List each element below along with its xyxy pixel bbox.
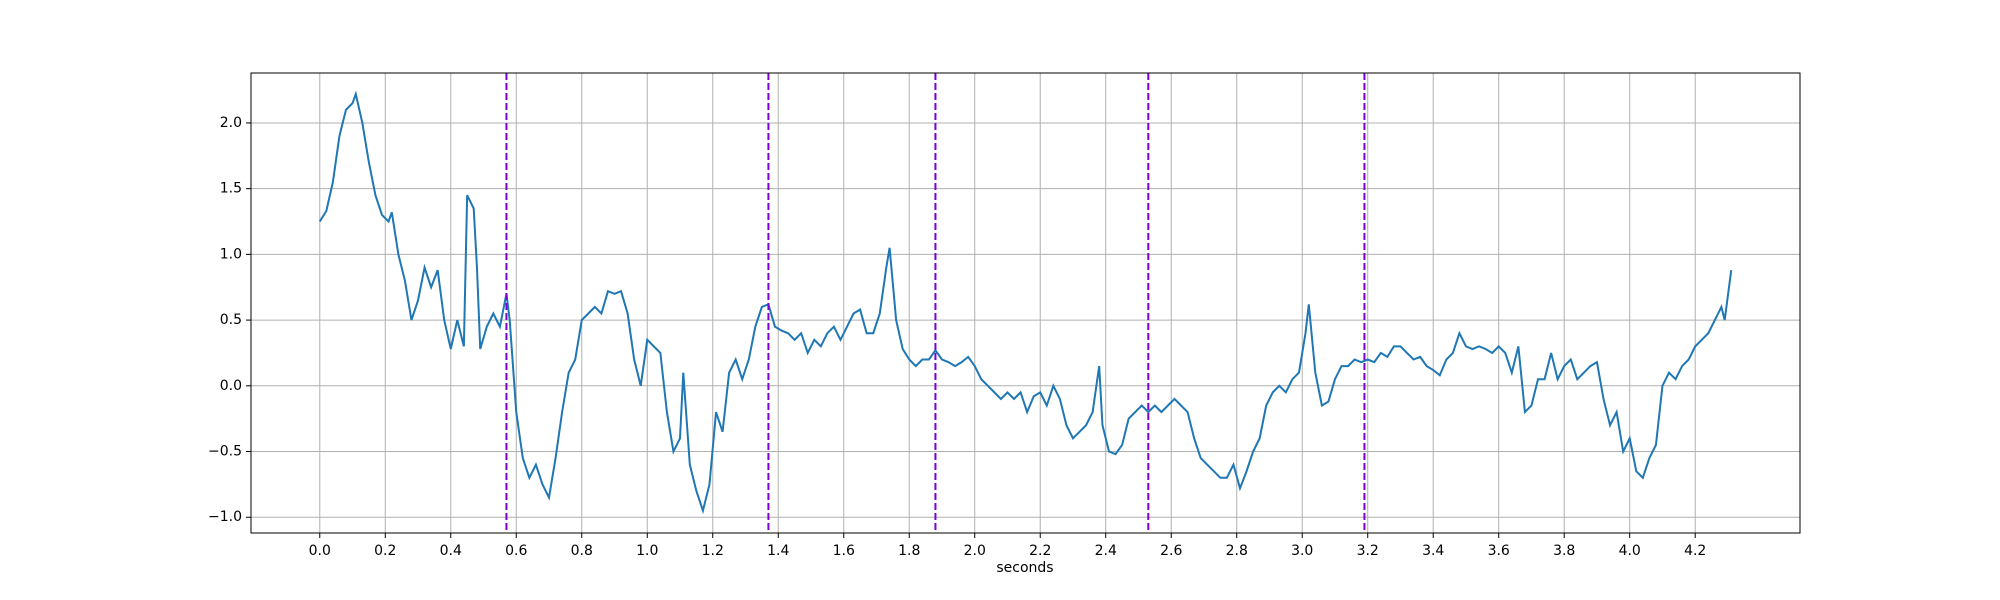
x-tick-label: 1.8 [898, 543, 920, 559]
y-tick-label: 1.0 [220, 246, 242, 262]
x-tick-label: 4.2 [1684, 543, 1706, 559]
y-tick-label: 0.0 [220, 378, 242, 394]
x-axis-label: seconds [996, 560, 1053, 576]
x-tick-label: 3.2 [1357, 543, 1379, 559]
x-tick-label: 2.2 [1029, 543, 1051, 559]
x-tick-label: 3.6 [1488, 543, 1510, 559]
y-tick-label: −1.0 [208, 509, 242, 525]
x-tick-label: 3.4 [1422, 543, 1444, 559]
y-tick-label: 1.5 [220, 181, 242, 197]
x-tick-label: 3.0 [1291, 543, 1313, 559]
x-tick-label: 2.6 [1160, 543, 1182, 559]
x-tick-label: 2.8 [1226, 543, 1248, 559]
x-tick-label: 2.4 [1095, 543, 1117, 559]
y-tick-label: 2.0 [220, 115, 242, 131]
x-tick-label: 0.4 [440, 543, 462, 559]
x-tick-label: 3.8 [1553, 543, 1575, 559]
x-tick-label: 1.4 [767, 543, 789, 559]
y-tick-label: −0.5 [208, 444, 242, 460]
x-tick-label: 2.0 [964, 543, 986, 559]
x-tick-label: 0.8 [571, 543, 593, 559]
y-tick-label: 0.5 [220, 312, 242, 328]
x-tick-label: 0.6 [505, 543, 527, 559]
plot-frame [250, 72, 1801, 534]
x-tick-label: 1.6 [833, 543, 855, 559]
x-tick-label: 4.0 [1619, 543, 1641, 559]
x-tick-label: 1.0 [636, 543, 658, 559]
x-tick-label: 0.0 [309, 543, 331, 559]
data-line [318, 90, 1733, 515]
x-tick-label: 1.2 [702, 543, 724, 559]
x-tick-label: 0.2 [374, 543, 396, 559]
